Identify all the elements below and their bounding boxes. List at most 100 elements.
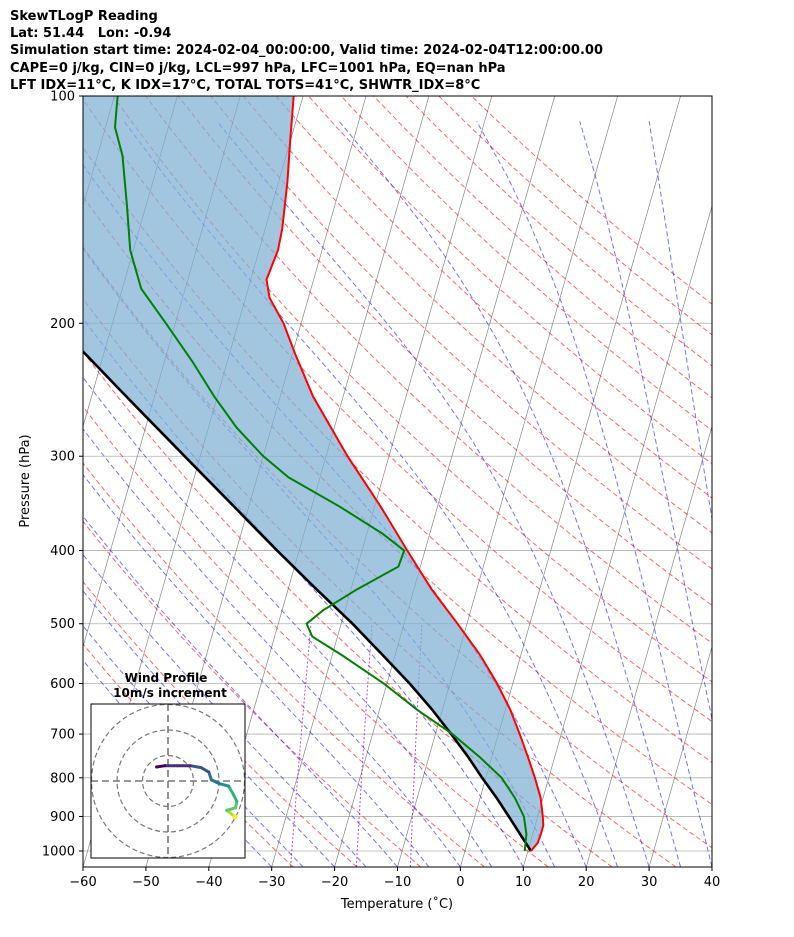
wind-barb-flag xyxy=(745,792,750,804)
wind-barb xyxy=(711,298,741,307)
wind-barb-flag xyxy=(740,446,747,457)
wind-barb-staff xyxy=(711,228,712,229)
wind-barb-flag xyxy=(736,261,741,267)
hodograph-surface-point xyxy=(232,814,238,820)
wind-barb xyxy=(711,812,742,818)
wind-barb-flag xyxy=(735,828,741,833)
wind-barb-flag xyxy=(744,495,751,506)
moist-adiabat-line xyxy=(123,120,619,867)
wind-barb-flag xyxy=(744,445,751,456)
wind-barb xyxy=(711,677,742,684)
dry-adiabat-line xyxy=(83,246,712,849)
location-line: Lat: 51.44 Lon: -0.94 xyxy=(10,26,172,42)
wind-barb-flag xyxy=(741,581,747,593)
wind-barb-staff xyxy=(711,682,712,684)
wind-barb xyxy=(711,777,712,778)
hodograph-trace-segment xyxy=(188,764,203,770)
wind-barb-flag xyxy=(740,411,747,422)
parcel-profile-line xyxy=(83,349,533,852)
dewpoint-line xyxy=(113,96,528,852)
wind-barb-flag xyxy=(738,752,742,758)
wind-barb-flag xyxy=(737,677,742,683)
wind-barb-staff xyxy=(711,755,712,757)
wind-barb-staff xyxy=(711,796,712,798)
wind-barb-flag xyxy=(740,373,747,384)
hodograph-trace-segment xyxy=(225,806,238,812)
wind-barb-flag xyxy=(742,751,747,763)
wind-barb xyxy=(711,615,751,627)
x-tick-label: 40 xyxy=(704,875,721,890)
wind-barb xyxy=(711,260,747,271)
wind-barb-flag xyxy=(745,701,751,713)
moist-adiabat-line xyxy=(476,120,712,867)
wind-barb-flag xyxy=(742,793,747,805)
x-tick-label: 10 xyxy=(515,875,532,890)
y-tick-label: 200 xyxy=(50,317,75,332)
dry-adiabat-line xyxy=(145,96,712,644)
hodograph-title: Wind Profile xyxy=(125,671,208,685)
wind-barb xyxy=(711,701,751,713)
wind-barb-flag xyxy=(744,110,751,121)
wind-barb-staff xyxy=(711,382,712,384)
y-tick-label: 800 xyxy=(50,771,75,786)
wind-barb xyxy=(711,183,751,195)
dry-adiabat-line xyxy=(83,297,677,867)
wind-barb-staff xyxy=(711,305,712,307)
wind-barb-flag xyxy=(740,260,747,271)
wind-barb-flag xyxy=(738,812,742,818)
x-tick-label: −30 xyxy=(258,875,285,890)
wind-barb-staff xyxy=(711,840,712,842)
wind-barb-flag xyxy=(744,371,751,382)
wind-barb-flag xyxy=(744,183,751,194)
wind-barb-flag xyxy=(741,647,747,659)
wind-barb-flag xyxy=(736,413,741,419)
y-tick-label: 500 xyxy=(50,617,75,632)
cape-shaded-area xyxy=(83,96,544,851)
wind-barb-flag xyxy=(737,617,742,623)
wind-barb xyxy=(711,217,751,229)
moist-adiabat-line xyxy=(579,121,712,722)
wind-barb xyxy=(711,751,747,763)
wind-barb xyxy=(711,646,751,659)
wind-barb-flag xyxy=(737,544,742,550)
hodograph-trace-segment xyxy=(155,764,167,769)
wind-barb-flag xyxy=(745,615,751,627)
x-tick-label: −50 xyxy=(132,875,159,890)
wind-barb-staff xyxy=(711,269,712,270)
wind-barb-flag xyxy=(744,335,751,346)
wind-barb-flag xyxy=(736,447,741,453)
wind-barb-flag xyxy=(736,298,741,304)
wind-barb-flag xyxy=(736,220,741,226)
wind-barb-flag xyxy=(745,646,751,658)
hodograph-frame xyxy=(90,703,246,859)
hodograph-subtitle: 10m/s increment xyxy=(113,686,227,700)
wind-barb-flag xyxy=(744,410,751,421)
wind-barb xyxy=(711,371,751,384)
moist-adiabat-line xyxy=(83,553,367,867)
isotherm-line xyxy=(711,865,712,867)
isotherm-line xyxy=(648,645,712,867)
y-tick-label: 400 xyxy=(50,544,75,559)
moist-adiabat-line xyxy=(83,376,493,867)
x-tick-label: −10 xyxy=(384,875,411,890)
isotherm-line xyxy=(522,204,712,867)
wind-barb-flag xyxy=(738,730,742,736)
wind-barb-flag xyxy=(738,836,747,846)
x-axis-label: Temperature (˚C) xyxy=(340,896,453,912)
x-tick-label: −60 xyxy=(69,875,96,890)
wind-barb-staff xyxy=(711,708,712,710)
dry-adiabat-line xyxy=(373,96,712,399)
wind-barb-flag xyxy=(736,338,741,344)
wind-barb-staff xyxy=(711,420,712,422)
isotherm-line xyxy=(334,96,556,867)
wind-barb xyxy=(711,445,751,457)
wind-barb-flag xyxy=(744,217,751,228)
wind-barb-flag xyxy=(745,542,751,554)
moist-adiabat-line xyxy=(83,625,304,867)
wind-barb-staff xyxy=(711,120,712,122)
wind-barb-staff xyxy=(711,826,712,828)
y-tick-label: 700 xyxy=(50,728,75,743)
wind-barb xyxy=(711,495,751,507)
